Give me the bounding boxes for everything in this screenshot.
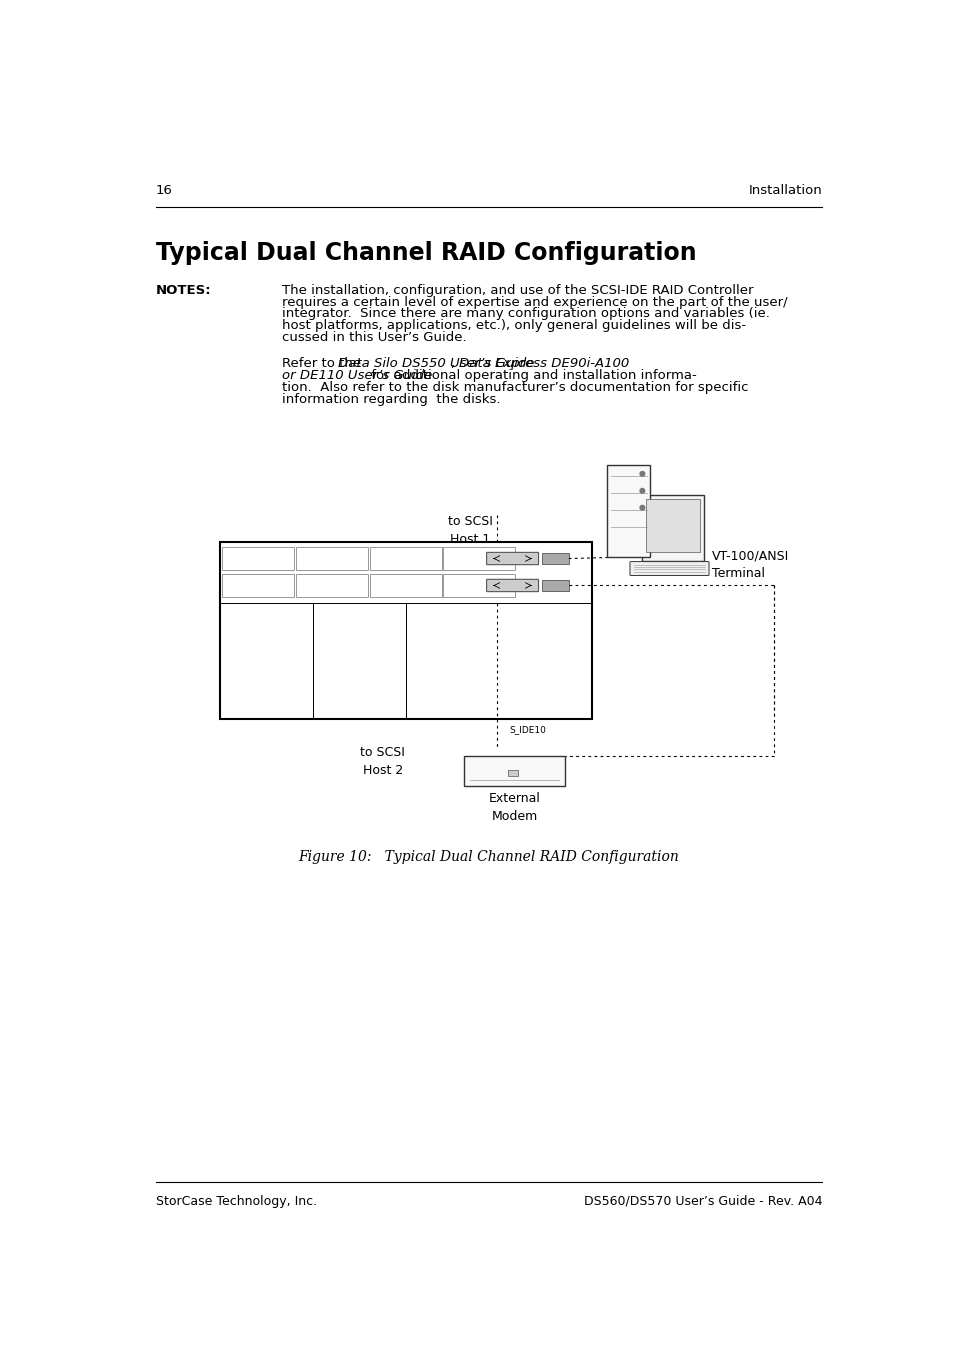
Bar xyxy=(220,542,592,719)
Text: ,: , xyxy=(450,357,458,370)
Circle shape xyxy=(639,505,644,511)
Text: NOTES:: NOTES: xyxy=(155,283,211,297)
Text: integrator.  Since there are many configuration options and variables (ie.: integrator. Since there are many configu… xyxy=(282,308,769,320)
Bar xyxy=(443,574,515,597)
Bar xyxy=(541,580,568,591)
Text: Typical Dual Channel RAID Configuration: Typical Dual Channel RAID Configuration xyxy=(155,241,696,266)
Text: Data Silo DS550 User’s Guide: Data Silo DS550 User’s Guide xyxy=(337,357,534,370)
Text: Refer to the: Refer to the xyxy=(282,357,365,370)
Bar xyxy=(369,548,441,570)
Text: VT-100/ANSI
Terminal: VT-100/ANSI Terminal xyxy=(711,549,788,580)
Text: S_IDE10: S_IDE10 xyxy=(509,724,545,734)
Bar xyxy=(508,769,517,776)
Text: host platforms, applications, etc.), only general guidelines will be dis-: host platforms, applications, etc.), onl… xyxy=(282,319,745,333)
Circle shape xyxy=(639,489,644,493)
FancyBboxPatch shape xyxy=(486,552,537,564)
Text: External
Modem: External Modem xyxy=(488,791,539,823)
Text: DS560/DS570 User’s Guide - Rev. A04: DS560/DS570 User’s Guide - Rev. A04 xyxy=(583,1195,821,1207)
Text: The installation, configuration, and use of the SCSI-IDE RAID Controller: The installation, configuration, and use… xyxy=(282,283,753,297)
Bar xyxy=(443,548,515,570)
Text: Installation: Installation xyxy=(748,183,821,197)
Bar xyxy=(222,574,294,597)
FancyBboxPatch shape xyxy=(486,579,537,591)
Bar xyxy=(541,553,568,564)
Bar xyxy=(295,574,368,597)
Bar xyxy=(222,548,294,570)
Bar xyxy=(645,500,700,552)
Text: StorCase Technology, Inc.: StorCase Technology, Inc. xyxy=(155,1195,316,1207)
Bar xyxy=(464,756,564,786)
Text: or DE110 User’s Guide: or DE110 User’s Guide xyxy=(282,370,432,382)
Text: information regarding  the disks.: information regarding the disks. xyxy=(282,393,500,407)
Text: cussed in this User’s Guide.: cussed in this User’s Guide. xyxy=(282,331,466,345)
Text: requires a certain level of expertise and experience on the part of the user/: requires a certain level of expertise an… xyxy=(282,296,787,308)
Text: tion.  Also refer to the disk manufacturer’s documentation for specific: tion. Also refer to the disk manufacture… xyxy=(282,381,748,394)
Text: Figure 10:   Typical Dual Channel RAID Configuration: Figure 10: Typical Dual Channel RAID Con… xyxy=(298,850,679,864)
Bar xyxy=(369,574,441,597)
Text: to SCSI
Host 1: to SCSI Host 1 xyxy=(447,515,493,546)
Bar xyxy=(607,464,649,557)
Circle shape xyxy=(639,471,644,476)
Bar xyxy=(295,548,368,570)
Text: for additional operating and installation informa-: for additional operating and installatio… xyxy=(366,370,696,382)
Text: Data Express DE90i-A100: Data Express DE90i-A100 xyxy=(459,357,629,370)
Bar xyxy=(641,496,703,561)
Text: to SCSI
Host 2: to SCSI Host 2 xyxy=(360,746,405,776)
Text: 16: 16 xyxy=(155,183,172,197)
FancyBboxPatch shape xyxy=(629,561,708,575)
